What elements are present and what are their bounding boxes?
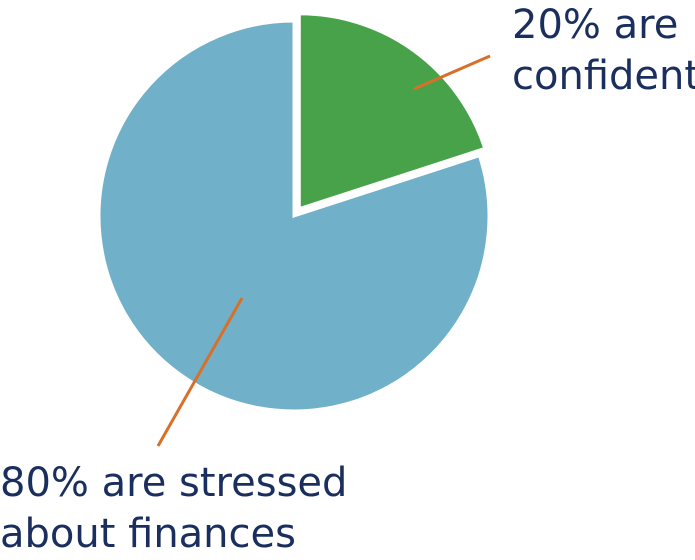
slice-label-stressed: 80% are stressed about finances (0, 458, 347, 560)
slice-label-stressed-line-1: 80% are stressed (0, 460, 348, 506)
leader-line-confident (413, 54, 491, 91)
slice-label-confident: 20% are confident (512, 0, 695, 102)
pie-slice-stressed (97, 19, 491, 413)
slice-label-confident-line-2: confident (512, 53, 695, 99)
pie-slice-confident (297, 12, 487, 211)
slice-label-stressed-line-2: about finances (0, 511, 296, 557)
leader-line-stressed (156, 297, 244, 447)
slice-label-confident-line-1: 20% are (512, 2, 679, 48)
